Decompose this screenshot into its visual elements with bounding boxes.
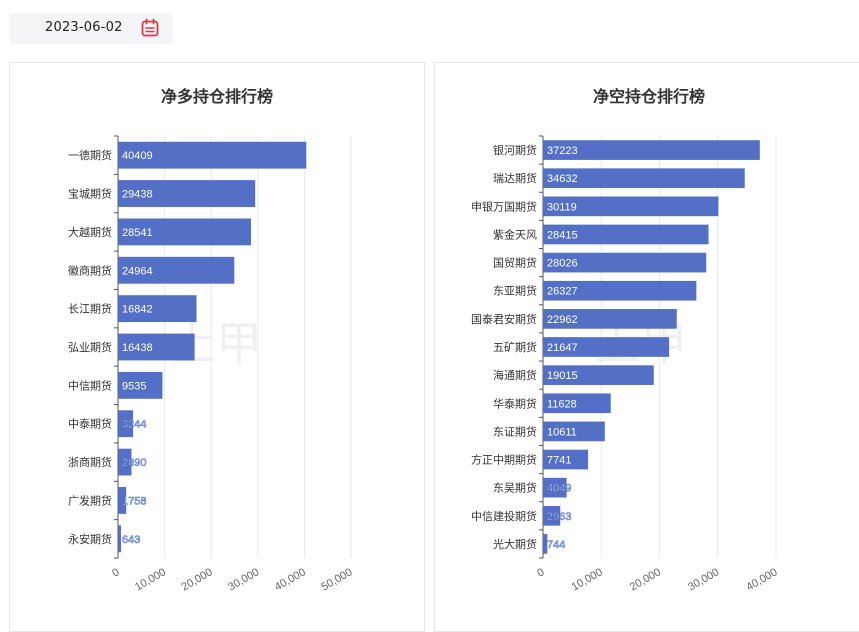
x-tick-label: 0	[535, 566, 546, 579]
category-label: 海通期货	[493, 368, 537, 382]
bar	[118, 525, 121, 553]
bar	[118, 141, 307, 169]
x-tick-label: 10,000	[133, 566, 168, 593]
data-label: 643	[122, 534, 140, 546]
data-label: 26327	[547, 286, 578, 298]
data-label: 21647	[547, 342, 578, 354]
category-label: 申银万国期货	[471, 199, 537, 213]
category-label: 中泰期货	[68, 417, 112, 431]
category-label: 国贸期货	[493, 256, 537, 270]
data-label: 34632	[547, 173, 578, 185]
bar	[543, 505, 561, 526]
bar	[118, 487, 127, 514]
data-label: 7741	[547, 455, 571, 467]
data-label: 30119	[547, 201, 577, 213]
category-label: 浙商期货	[68, 455, 112, 469]
data-label: 28541	[122, 227, 153, 239]
data-label: 19015	[547, 370, 578, 382]
data-label: 28415	[547, 229, 578, 241]
bar	[118, 410, 134, 438]
chart-title: 净空持仓排行榜	[592, 87, 705, 106]
category-label: 一德期货	[68, 148, 112, 162]
category-label: 方正中期期货	[471, 453, 537, 467]
x-tick-label: 20,000	[180, 566, 215, 593]
data-label: 1758	[122, 495, 146, 507]
data-label: 28026	[547, 258, 578, 270]
bar	[543, 421, 605, 442]
x-tick-label: 20,000	[628, 566, 663, 593]
x-tick-label: 40,000	[273, 566, 308, 593]
data-label: 4049	[547, 483, 571, 495]
category-label: 瑞达期货	[493, 171, 537, 185]
bar	[118, 448, 132, 476]
category-label: 中信建投期货	[471, 509, 537, 523]
data-label: 10611	[547, 426, 577, 438]
data-label: 2890	[122, 457, 146, 469]
calendar-icon[interactable]	[140, 18, 160, 38]
category-label: 五矿期货	[493, 340, 537, 354]
category-label: 东吴期货	[493, 481, 537, 495]
net-short-bar-chart: 上甲010,00020,00030,00040,000银河期货37223瑞达期货…	[471, 135, 780, 593]
bar	[543, 140, 760, 160]
category-label: 国泰君安期货	[471, 312, 537, 326]
category-label: 弘业期货	[68, 340, 112, 354]
bar	[118, 371, 163, 399]
category-label: 永安期货	[68, 532, 112, 546]
bar	[543, 337, 670, 357]
bar	[543, 477, 567, 498]
x-tick-label: 40,000	[744, 566, 779, 593]
data-label: 9535	[122, 380, 146, 392]
category-label: 东证期货	[493, 424, 537, 438]
bar	[543, 309, 677, 329]
bar	[118, 295, 197, 323]
x-tick-label: 0	[110, 566, 121, 579]
category-label: 徽商期货	[68, 263, 112, 277]
data-label: 40409	[122, 150, 153, 162]
category-label: 东亚期货	[493, 284, 537, 298]
net-long-chart-panel: 净多持仓排行榜 上甲 0 10,000 20,000 30,000 40,000 50,00…	[9, 62, 425, 632]
bar	[543, 224, 709, 245]
data-label: 744	[547, 539, 565, 551]
net-short-chart-panel: 净空持仓排行榜 上甲010,00020,00030,00040,000银河期货3…	[434, 62, 859, 632]
chart-title: 净多持仓排行榜	[160, 87, 273, 106]
data-label: 11628	[547, 398, 577, 410]
bar	[118, 180, 256, 207]
bar	[543, 365, 654, 385]
bar	[118, 218, 252, 246]
bar	[543, 252, 707, 273]
category-label: 紫金天风	[493, 227, 537, 241]
x-tick-label: 30,000	[686, 566, 721, 593]
category-label: 中信期货	[68, 378, 112, 392]
data-label: 29438	[122, 189, 153, 201]
date-picker[interactable]: 2023-06-02	[9, 13, 173, 44]
category-label: 光大期货	[493, 537, 537, 551]
category-label: 宝城期货	[68, 187, 112, 201]
data-label: 22962	[547, 314, 578, 326]
data-label: 3244	[122, 419, 146, 431]
data-label: 24964	[122, 265, 153, 277]
bar	[118, 256, 235, 284]
bar	[543, 449, 589, 470]
data-label: 16842	[122, 304, 153, 316]
date-picker-value[interactable]: 2023-06-02	[45, 20, 123, 35]
category-label: 广发期货	[68, 493, 112, 507]
x-tick-label: 10,000	[570, 566, 605, 593]
bar	[118, 333, 195, 361]
category-label: 银河期货	[493, 143, 537, 157]
data-label: 37223	[547, 145, 578, 157]
bar	[543, 280, 697, 301]
data-label: 16438	[122, 342, 153, 354]
category-label: 大越期货	[68, 225, 112, 239]
x-tick-label: 50,000	[319, 566, 354, 593]
x-tick-label: 30,000	[226, 566, 261, 593]
bar	[543, 168, 745, 189]
bar	[543, 196, 719, 217]
bar	[543, 393, 611, 414]
data-label: 2963	[547, 511, 571, 523]
category-label: 华泰期货	[493, 396, 537, 410]
category-label: 长江期货	[68, 302, 112, 316]
bar	[543, 534, 548, 554]
